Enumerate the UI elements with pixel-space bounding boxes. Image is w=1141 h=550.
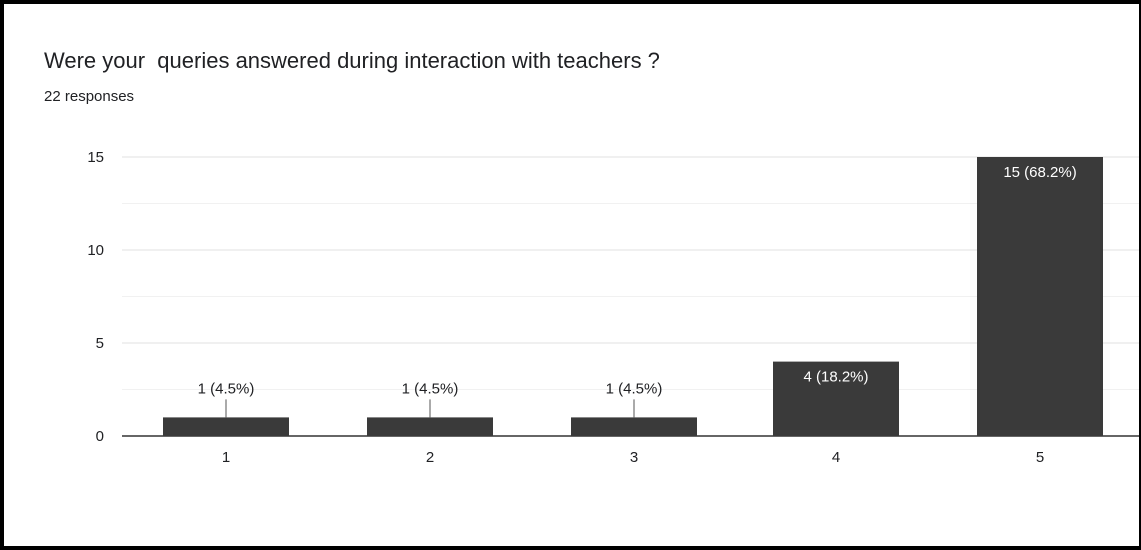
x-tick-label: 3 bbox=[630, 449, 638, 466]
chart-title: Were your queries answered during intera… bbox=[44, 48, 660, 73]
x-tick-label: 5 bbox=[1036, 449, 1044, 466]
bar bbox=[977, 157, 1103, 436]
y-tick-label: 15 bbox=[87, 149, 104, 166]
bar-chart: 0 5 10 15 1 1 (4.5%) 2 1 (4.5%) 3 1 (4.5%) 4 4 (18.… bbox=[87, 149, 1139, 466]
data-label: 4 (18.2%) bbox=[803, 369, 868, 386]
x-tick-label: 2 bbox=[426, 449, 434, 466]
data-label: 15 (68.2%) bbox=[1003, 164, 1076, 181]
x-tick-label: 1 bbox=[222, 449, 230, 466]
x-tick-label: 4 bbox=[832, 449, 840, 466]
bar bbox=[163, 417, 289, 436]
y-tick-label: 5 bbox=[96, 335, 104, 352]
bar bbox=[773, 361, 899, 436]
bar bbox=[571, 417, 697, 436]
data-label: 1 (4.5%) bbox=[606, 380, 663, 397]
data-label: 1 (4.5%) bbox=[402, 380, 459, 397]
data-label: 1 (4.5%) bbox=[198, 380, 255, 397]
y-tick-label: 10 bbox=[87, 242, 104, 259]
bar bbox=[367, 417, 493, 436]
y-tick-label: 0 bbox=[96, 428, 104, 445]
response-count: 22 responses bbox=[44, 88, 135, 105]
